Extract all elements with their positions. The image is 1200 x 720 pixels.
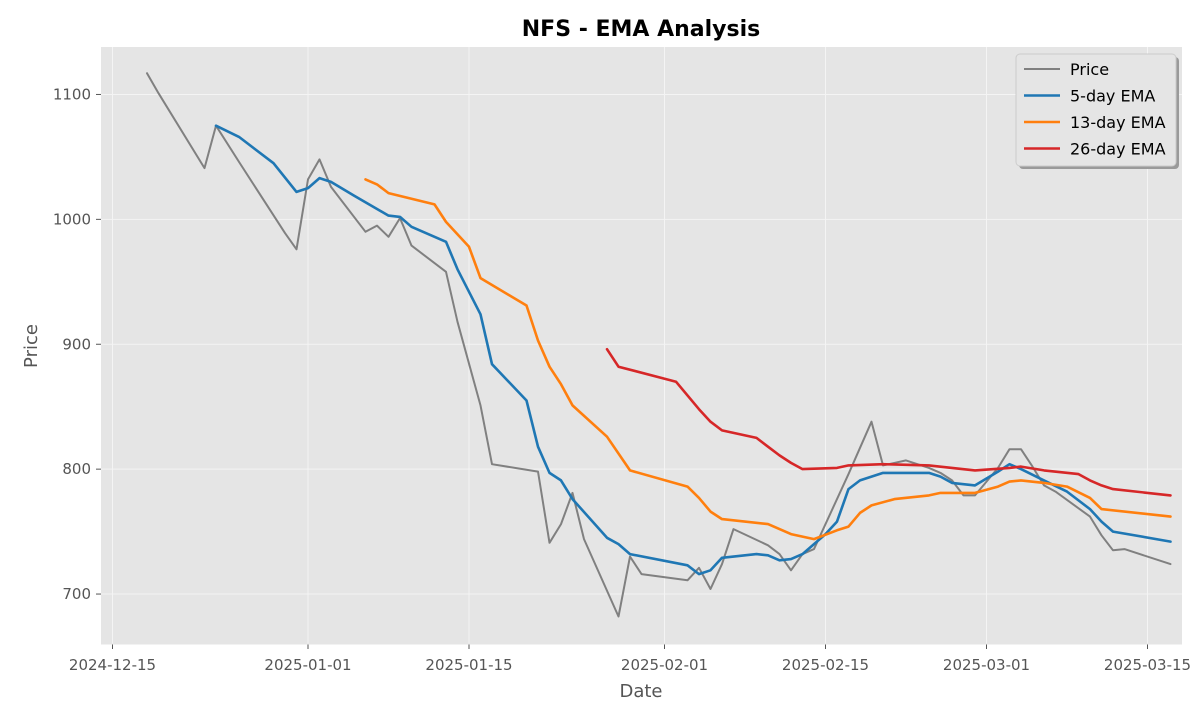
legend-label: 5-day EMA [1070, 87, 1155, 106]
x-tick-label: 2024-12-15 [69, 656, 156, 674]
y-tick-label: 900 [62, 335, 91, 353]
series-line-13-day-ema [364, 178, 1172, 541]
x-tick-label: 2025-02-01 [621, 656, 708, 674]
legend-label: Price [1070, 60, 1109, 79]
series-line-26-day-ema [605, 347, 1172, 497]
legend: Price 5-day EMA 13-day EMA 26-day EMA [1015, 53, 1179, 169]
plot-area: 2024-12-15 2025-01-01 2025-01-15 2025-02-01… [53, 47, 1191, 674]
y-tick-label: 1000 [53, 210, 91, 228]
y-tick-label: 1100 [53, 85, 91, 103]
x-tick-label: 2025-01-01 [264, 656, 351, 674]
legend-label: 13-day EMA [1070, 113, 1166, 132]
x-tick-label: 2025-03-15 [1104, 656, 1191, 674]
legend-box [1015, 53, 1177, 167]
plot-background [101, 47, 1182, 644]
chart-title: NFS - EMA Analysis [522, 17, 761, 42]
y-tick-label: 700 [62, 585, 91, 603]
y-tick-label: 800 [62, 460, 91, 478]
x-tick-label: 2025-02-15 [782, 656, 869, 674]
series-line-price [146, 72, 1172, 618]
x-axis-label: Date [619, 681, 662, 702]
x-tick-label: 2025-03-01 [943, 656, 1030, 674]
x-tick-label: 2025-01-15 [425, 656, 512, 674]
y-axis-label: Price [21, 324, 42, 368]
legend-label: 26-day EMA [1070, 140, 1166, 159]
series-line-5-day-ema [214, 124, 1172, 576]
